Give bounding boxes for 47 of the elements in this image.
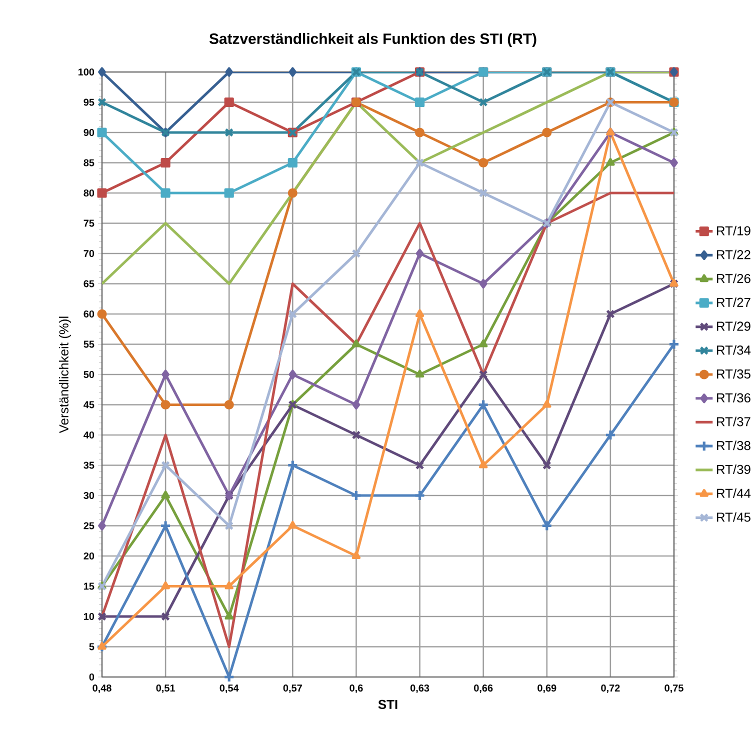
y-tick-label: 0: [89, 673, 94, 681]
y-tick-label: 30: [84, 492, 94, 500]
legend-label: RT/26: [717, 274, 750, 284]
y-tick-label: 15: [84, 582, 94, 590]
legend-label: RT/37: [717, 416, 750, 426]
y-tick-label: 5: [89, 643, 94, 650]
y-tick-label: 20: [84, 552, 94, 560]
y-tick-label: 90: [84, 128, 94, 136]
y-tick-label: 10: [84, 612, 94, 620]
y-tick-label: 70: [84, 250, 94, 258]
y-tick-label: 80: [84, 189, 94, 197]
x-tick-label: 0,48: [92, 684, 112, 694]
legend-label: RT/29: [717, 321, 750, 331]
y-tick-label: 100: [78, 68, 94, 76]
chart-title: Satzverständlichkeit als Funktion des STI (RT): [209, 33, 536, 47]
x-axis-title: STI: [378, 700, 398, 710]
x-tick-label: 0,57: [283, 684, 302, 694]
x-tick-label: 0,66: [474, 684, 493, 694]
legend-label: RT/22: [717, 250, 750, 260]
x-tick-label: 0,63: [410, 684, 430, 694]
y-tick-label: 85: [84, 159, 94, 166]
x-tick-label: 0,51: [156, 684, 176, 694]
legend-label: RT/35: [717, 369, 750, 379]
y-tick-label: 55: [84, 340, 94, 348]
legend-label: RT/36: [717, 392, 750, 402]
legend-label: RT/38: [717, 440, 750, 450]
y-tick-label: 50: [84, 370, 94, 378]
legend-label: RT/34: [717, 345, 751, 355]
y-tick-label: 60: [84, 310, 94, 318]
legend-label: RT/44: [717, 488, 751, 498]
x-tick-label: 0,72: [601, 684, 620, 694]
x-tick-label: 0,69: [538, 684, 556, 694]
legend-label: RT/19: [717, 226, 750, 236]
y-tick-label: 95: [84, 98, 94, 106]
y-tick-label: 35: [84, 462, 94, 469]
legend-label: RT/27: [717, 297, 750, 307]
y-tick-label: 40: [84, 431, 94, 439]
y-tick-label: 65: [84, 280, 94, 288]
x-tick-label: 0,54: [220, 684, 239, 694]
legend-label: RT/45: [717, 512, 750, 522]
y-tick-label: 75: [84, 220, 94, 227]
y-tick-label: 45: [84, 401, 94, 408]
legend-label: RT/39: [717, 464, 750, 474]
y-tick-label: 25: [84, 522, 94, 530]
x-tick-label: 0,6: [350, 684, 363, 694]
y-axis-title: Verständlichkeit (%)l: [58, 316, 72, 434]
x-tick-label: 0,75: [664, 684, 684, 694]
